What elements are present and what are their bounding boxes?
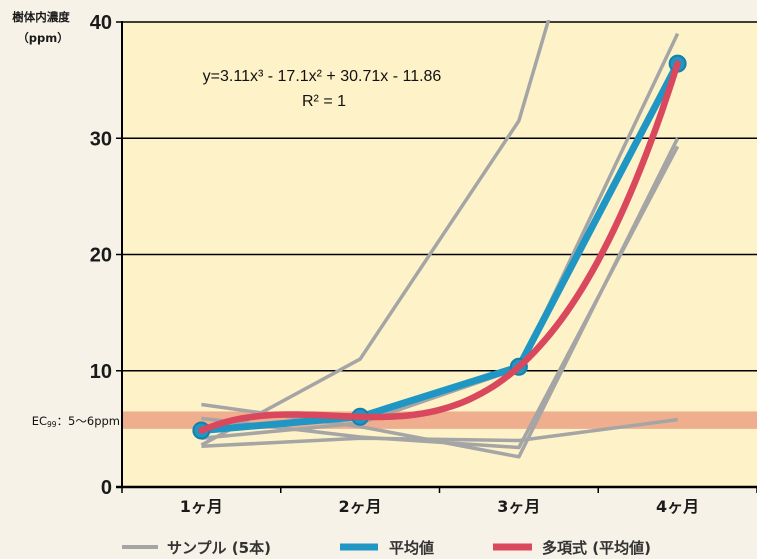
legend-label-average: 平均値 bbox=[389, 539, 434, 557]
band-label-subscript: 99 bbox=[47, 420, 57, 429]
polynomial-trendline bbox=[198, 60, 681, 434]
tick-labels: 0 10 20 30 40 1ヶ月 2ヶ月 3ヶ月 4ヶ月 bbox=[90, 12, 699, 516]
axes bbox=[116, 21, 757, 493]
x-tick-label: 3ヶ月 bbox=[497, 497, 540, 516]
band-label-range: ：5〜6ppm bbox=[57, 414, 120, 428]
sample-line-4 bbox=[201, 145, 680, 450]
y-tick-label: 0 bbox=[101, 477, 112, 499]
sample-line-5 bbox=[201, 417, 678, 449]
regression-equation: y=3.11x³ - 17.1x² + 30.71x - 11.86 bbox=[203, 68, 442, 85]
x-tick-label: 1ヶ月 bbox=[180, 497, 223, 516]
y-tick-label: 20 bbox=[90, 245, 112, 267]
ec99-band-label: EC99：5〜6ppm bbox=[32, 414, 120, 429]
grid-layer bbox=[122, 21, 757, 372]
series-layer bbox=[192, 20, 687, 459]
average-line bbox=[197, 60, 682, 434]
legend-label-polynomial: 多項式 (平均値) bbox=[542, 539, 651, 557]
y-tick-label: 10 bbox=[90, 361, 112, 383]
sample-line-2 bbox=[201, 32, 680, 440]
band-label-ec: EC bbox=[32, 414, 47, 428]
legend-label-samples: サンプル (5本) bbox=[167, 539, 271, 557]
x-tick-label: 2ヶ月 bbox=[339, 497, 382, 516]
y-tick-label: 30 bbox=[90, 128, 112, 150]
sample-line-1 bbox=[200, 20, 551, 447]
x-tick-label: 4ヶ月 bbox=[656, 497, 699, 516]
y-axis-title-line1: 樹体内濃度 bbox=[12, 10, 70, 24]
legend: サンプル (5本) 平均値 多項式 (平均値) bbox=[122, 539, 651, 557]
y-tick-label: 40 bbox=[90, 12, 112, 34]
y-axis-title-line2: （ppm） bbox=[17, 31, 68, 45]
r-squared-label: R² = 1 bbox=[302, 93, 346, 110]
